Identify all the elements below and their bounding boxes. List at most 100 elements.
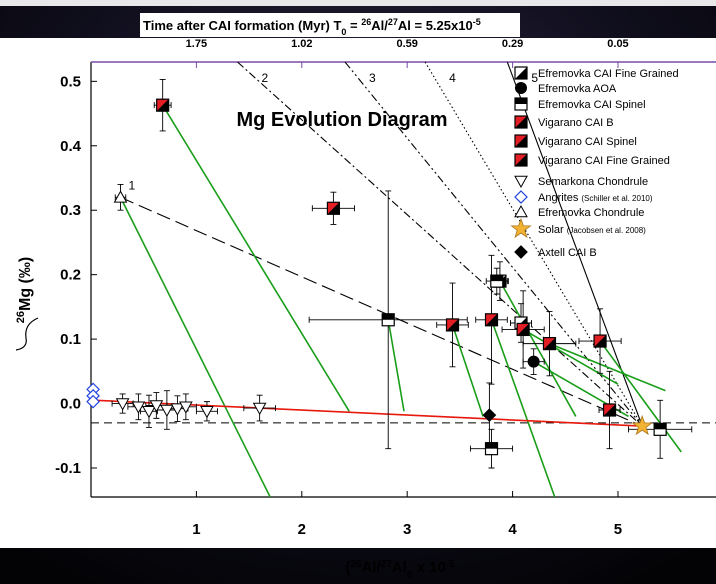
- evolution-line: [522, 328, 619, 385]
- x-axis-label-part: x 10: [412, 559, 445, 576]
- isochron-line: [120, 196, 643, 427]
- marker-body: [179, 401, 193, 414]
- y-tick-label: -0.1: [55, 460, 81, 477]
- y-label-decoration: [15, 317, 39, 351]
- marker-body: [631, 414, 653, 436]
- x-tick-label: 2: [298, 521, 306, 538]
- isochron-label: 2: [262, 71, 269, 85]
- evolution-line: [490, 319, 556, 497]
- marker-half: [654, 423, 667, 430]
- marker: [542, 337, 557, 351]
- evolution-line: [451, 324, 484, 417]
- marker: [160, 404, 174, 418]
- marker-half: [156, 99, 169, 112]
- legend-name: Efremovka AOA: [538, 83, 617, 95]
- marker: [514, 175, 528, 189]
- marker-half: [446, 318, 459, 331]
- marker: [514, 190, 528, 204]
- legend: Efremovka CAI Fine Grained Efremovka AOA E…: [510, 66, 679, 259]
- x2-tick-label: 1.02: [291, 38, 312, 50]
- legend-name: Semarkona Chondrule: [538, 176, 648, 188]
- evolution-line: [599, 340, 682, 453]
- marker: [527, 355, 540, 368]
- legend-entry: Solar (Jacobsen et al. 2008): [538, 224, 646, 236]
- legend-entry: Efremovka CAI Fine Grained: [538, 68, 679, 80]
- x-axis-label: (26Al/27Al0 x 10-5: [345, 559, 455, 581]
- marker-body: [527, 355, 540, 368]
- marker-body: [482, 408, 497, 423]
- legend-name: Axtell CAI B: [538, 247, 597, 259]
- x-axis-label-part: Al/: [361, 559, 381, 576]
- marker-half: [603, 404, 616, 416]
- chart-panel: [0, 38, 716, 548]
- evolution-line: [161, 104, 350, 412]
- legend-name: Vigarano CAI Fine Grained: [538, 155, 670, 167]
- legend-entry: Semarkona Chondrule: [538, 176, 648, 188]
- marker-body: [160, 404, 174, 418]
- marker-body: [510, 217, 532, 239]
- marker: [515, 82, 527, 94]
- marker: [200, 405, 214, 419]
- evolution-line: [549, 342, 666, 392]
- x-tick-label: 3: [403, 521, 411, 538]
- y-axis-label-part: 26: [15, 311, 27, 323]
- x-axis-label-part: 26: [350, 559, 362, 570]
- marker-body: [170, 403, 185, 416]
- x2-tick-label: 1.75: [186, 38, 207, 50]
- marker: [115, 398, 130, 411]
- isochron-label: 5: [531, 71, 538, 85]
- isochron-line: [237, 62, 643, 427]
- y-tick-label: 0.2: [60, 267, 81, 284]
- marker: [252, 402, 267, 416]
- marker: [326, 201, 341, 215]
- marker: [179, 401, 193, 414]
- y-tick-label: 0.5: [60, 73, 81, 90]
- x2-tick-label: 0.05: [607, 38, 628, 50]
- x2-tick-label: 0.29: [502, 38, 523, 50]
- legend-entry: Angrites (Schiller et al. 2010): [538, 192, 653, 204]
- marker: [484, 313, 499, 327]
- legend-note: (Schiller et al. 2010): [581, 194, 652, 203]
- isochron-line: [344, 62, 643, 427]
- marker: [602, 403, 617, 417]
- marker: [113, 190, 128, 203]
- marker: [514, 66, 528, 80]
- x2-axis-label-part: Al/: [371, 18, 388, 33]
- x2-axis-label-part: Time after CAI formation (Myr) T: [143, 18, 341, 33]
- marker-half: [515, 116, 527, 128]
- y-tick-label: 0.3: [60, 202, 81, 219]
- marker-body: [514, 245, 528, 259]
- x-axis-label-part: -5: [446, 559, 455, 570]
- marker: [514, 97, 528, 111]
- marker: [510, 217, 532, 239]
- y-axis-label: 26Mg (‰): [15, 257, 34, 323]
- marker: [514, 153, 528, 167]
- x-tick-label: 4: [508, 521, 517, 538]
- legend-name: Efremovka CAI Spinel: [538, 99, 646, 111]
- legend-name: Efremovka CAI Fine Grained: [538, 68, 679, 80]
- marker-half: [382, 313, 395, 320]
- marker: [142, 405, 156, 419]
- marker: [653, 422, 667, 436]
- x2-axis-label-part: Al = 5.25x10: [398, 18, 473, 33]
- marker-half: [515, 154, 527, 166]
- marker: [170, 403, 185, 416]
- marker: [156, 98, 170, 112]
- y-tick-label: 0.1: [60, 331, 81, 348]
- legend-name: Angrites: [538, 192, 579, 204]
- legend-entry: Efremovka Chondrule: [538, 207, 644, 219]
- legend-name: Efremovka Chondrule: [538, 207, 644, 219]
- evolution-line: [119, 196, 271, 497]
- marker: [445, 318, 460, 332]
- marker: [131, 401, 146, 414]
- legend-name: Solar: [538, 224, 564, 236]
- marker: [514, 115, 528, 129]
- x2-axis-label-part: 26: [361, 17, 371, 27]
- marker: [516, 322, 530, 337]
- x-axis-label-part: Al: [392, 559, 407, 576]
- x2-tick-label: 0.59: [396, 38, 417, 50]
- y-tick-label: 0.4: [60, 138, 82, 155]
- x-axis-label-part: (: [345, 559, 350, 576]
